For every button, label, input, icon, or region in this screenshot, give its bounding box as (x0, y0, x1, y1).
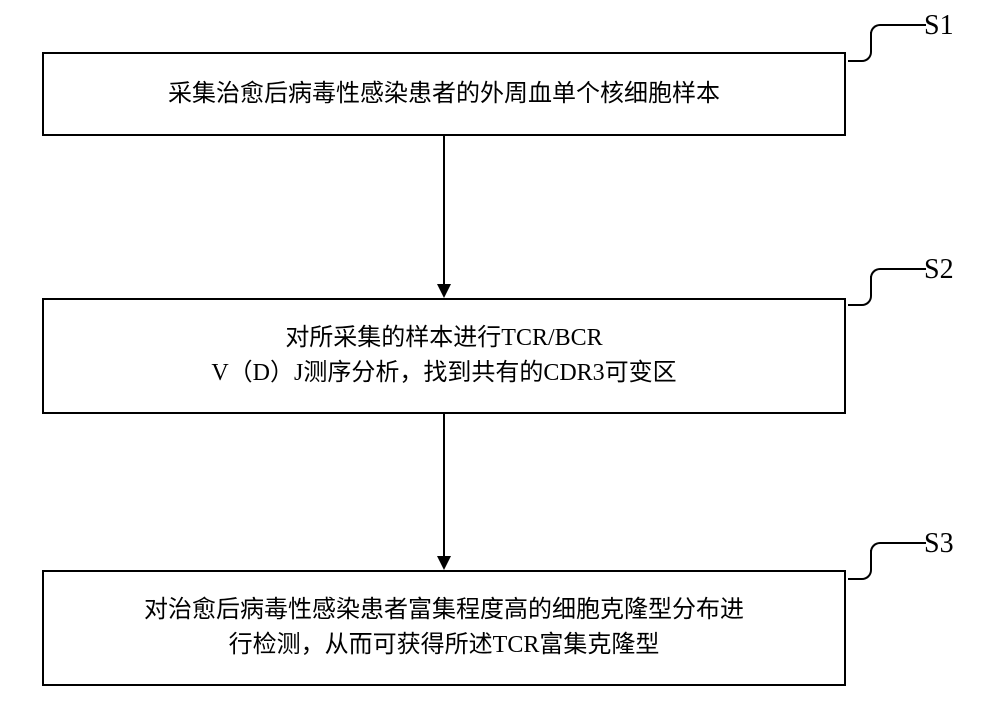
step-s2-line2: V（D）J测序分析，找到共有的CDR3可变区 (211, 356, 676, 391)
step-box-s2: 对所采集的样本进行TCR/BCR V（D）J测序分析，找到共有的CDR3可变区 (42, 298, 846, 414)
step-s3-line1: 对治愈后病毒性感染患者富集程度高的细胞克隆型分布进 (144, 593, 744, 628)
bracket-s3-bottom (848, 570, 872, 580)
arrow-s1-to-s2 (435, 136, 453, 298)
step-s3-line2: 行检测，从而可获得所述TCR富集克隆型 (229, 628, 660, 663)
bracket-s1-bottom (848, 52, 872, 62)
bracket-s3-top (870, 542, 926, 552)
step-s2-line1: 对所采集的样本进行TCR/BCR (285, 321, 602, 356)
bracket-s2-vertical (870, 276, 872, 296)
diagram-canvas: 采集治愈后病毒性感染患者的外周血单个核细胞样本 对所采集的样本进行TCR/BCR… (0, 0, 1000, 719)
arrow-s2-to-s3 (435, 414, 453, 570)
bracket-s1-top (870, 24, 926, 34)
step-box-s3: 对治愈后病毒性感染患者富集程度高的细胞克隆型分布进 行检测，从而可获得所述TCR… (42, 570, 846, 686)
bracket-s2-bottom (848, 296, 872, 306)
step-label-s3: S3 (924, 528, 954, 560)
bracket-s3-vertical (870, 550, 872, 570)
step-box-s1: 采集治愈后病毒性感染患者的外周血单个核细胞样本 (42, 52, 846, 136)
step-s1-line1: 采集治愈后病毒性感染患者的外周血单个核细胞样本 (168, 77, 720, 112)
bracket-s1-vertical (870, 32, 872, 52)
step-label-s2: S2 (924, 254, 954, 286)
bracket-s2-top (870, 268, 926, 278)
step-label-s1: S1 (924, 10, 954, 42)
